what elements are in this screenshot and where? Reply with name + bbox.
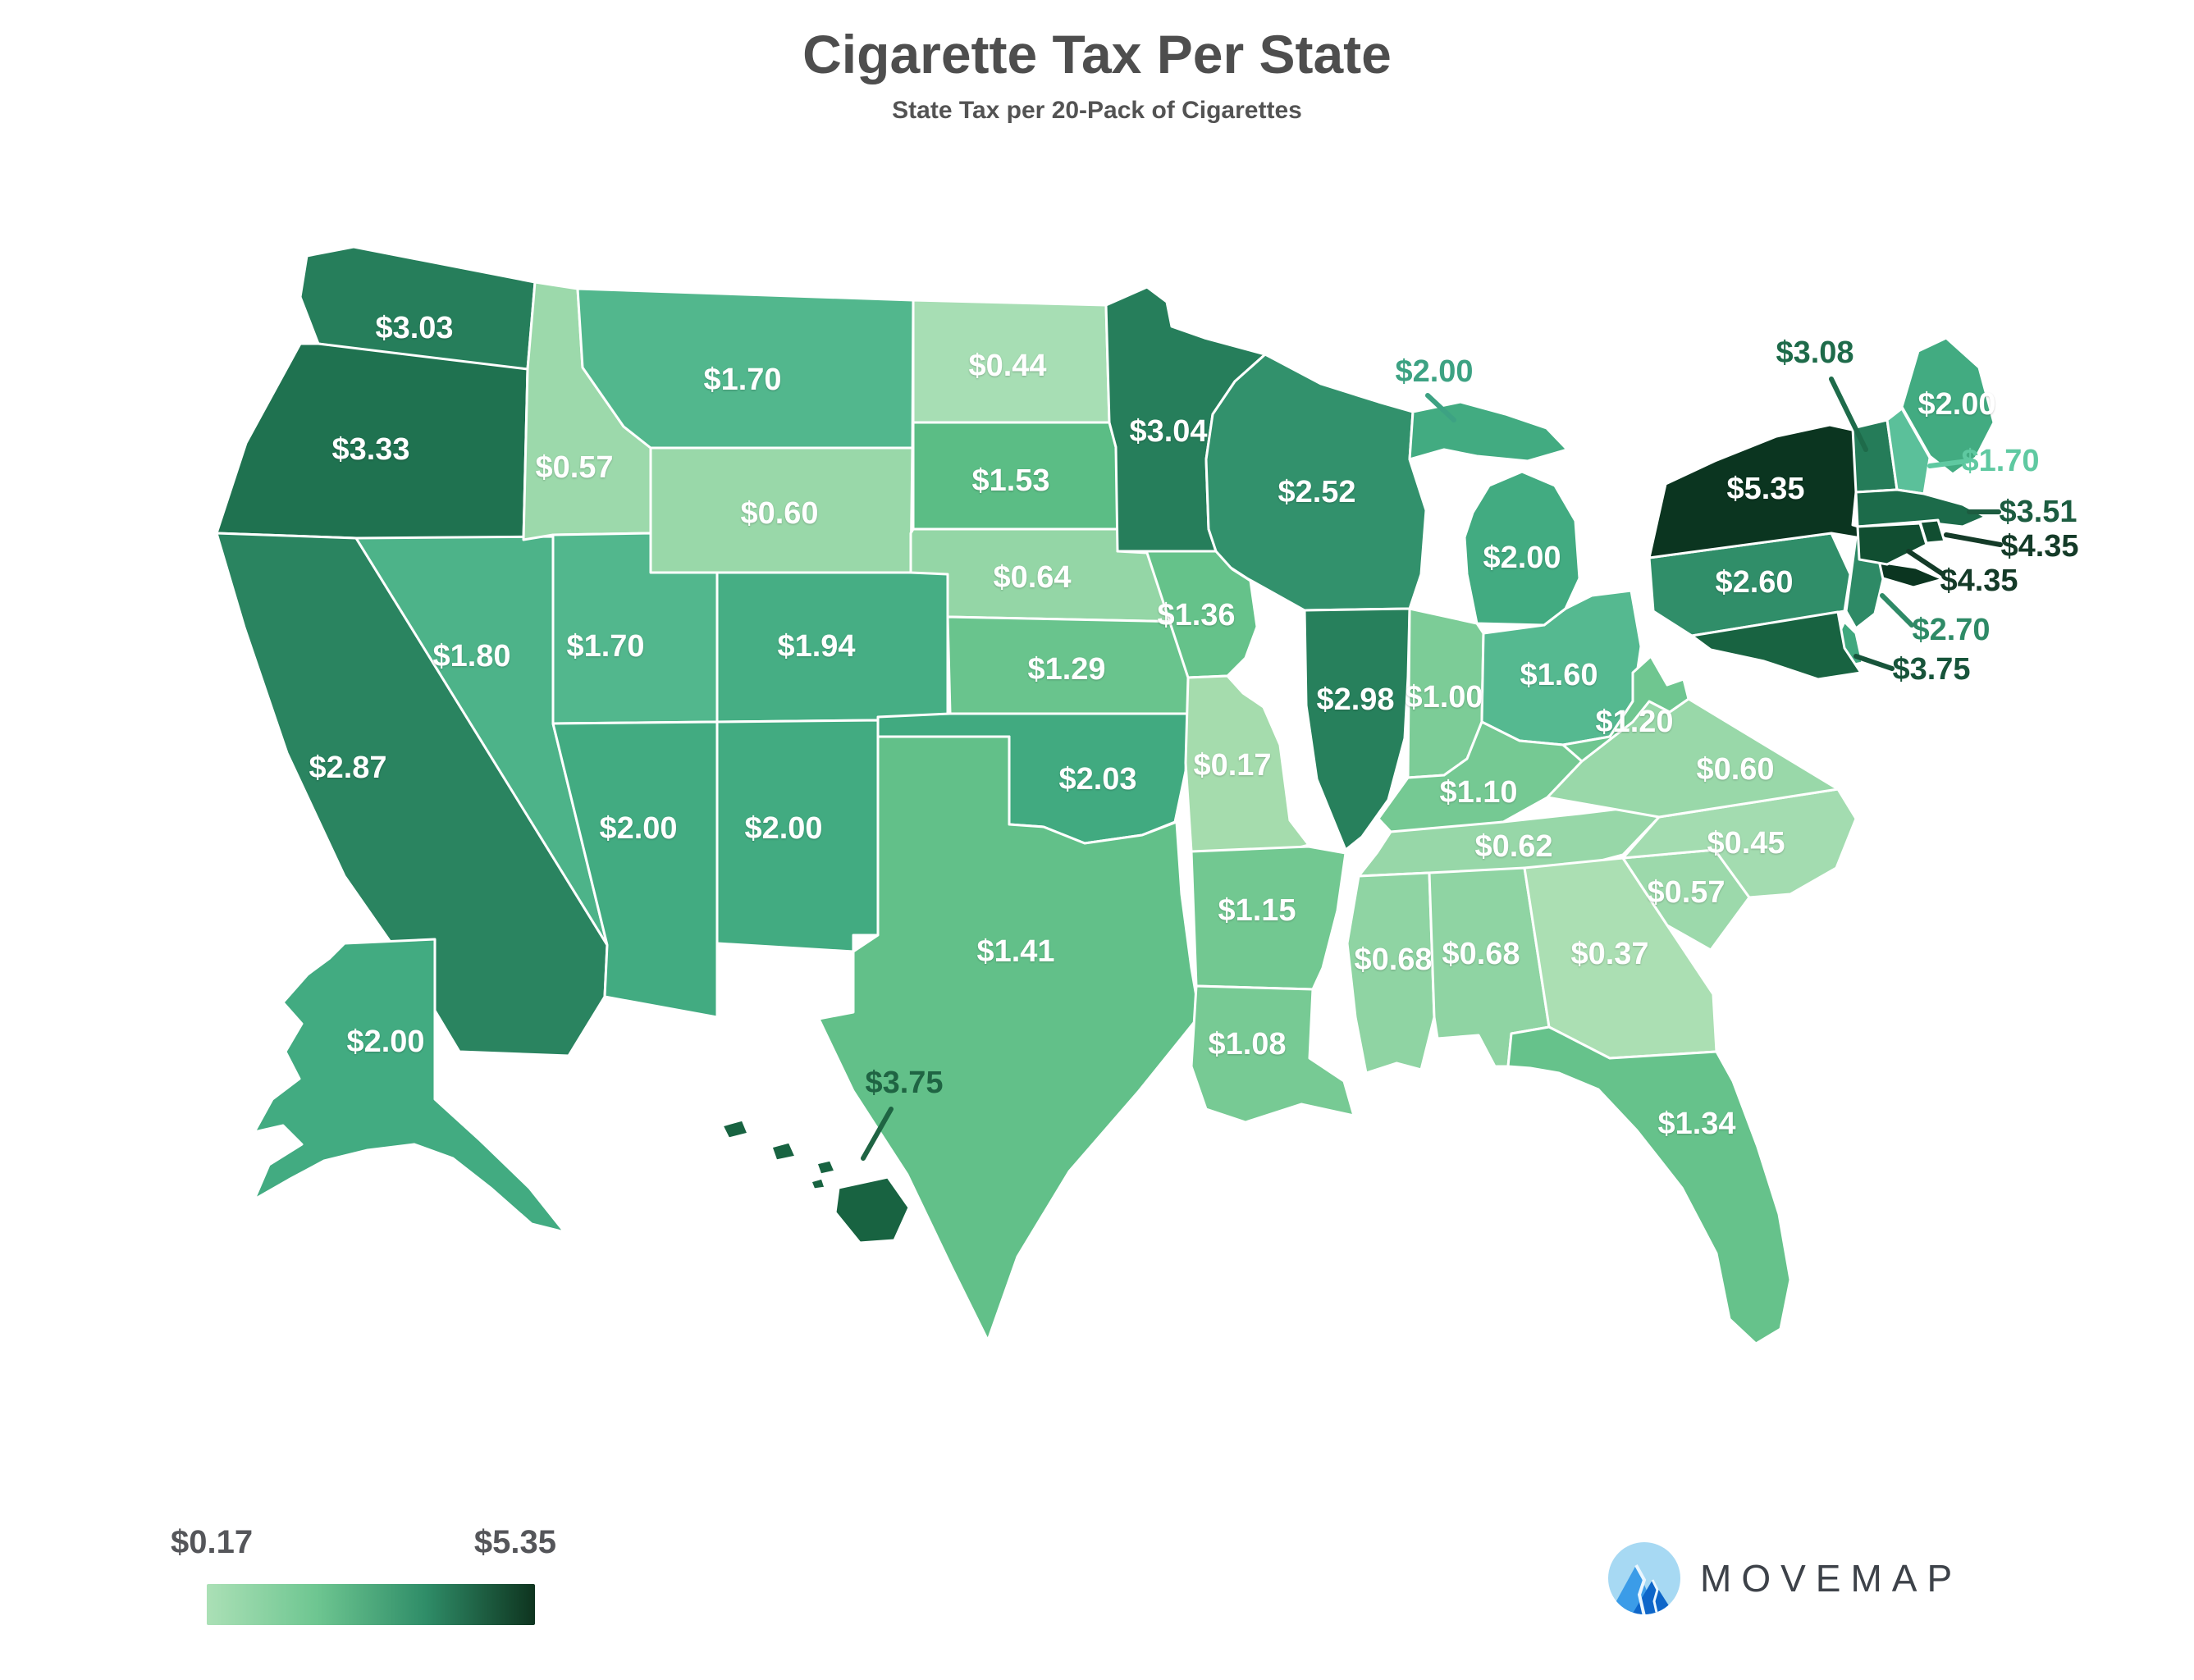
tax-label-KS: $1.29 xyxy=(1027,652,1105,687)
tax-callout-label-NJ: $2.70 xyxy=(1912,613,1990,647)
tax-label-NM: $2.00 xyxy=(744,811,822,846)
state-FL xyxy=(1506,1025,1792,1345)
tax-label-PA: $2.60 xyxy=(1715,565,1793,600)
tax-label-AR: $1.15 xyxy=(1218,893,1296,928)
tax-label-SD: $1.53 xyxy=(971,463,1049,498)
tax-label-WY: $0.60 xyxy=(740,496,818,531)
tax-callout-label-MD: $3.75 xyxy=(1892,652,1970,687)
movemap-logo: MOVEMAP xyxy=(1607,1541,1962,1616)
legend-min-label: $0.17 xyxy=(171,1524,254,1560)
state-HI xyxy=(720,1118,911,1244)
tax-label-NV: $1.80 xyxy=(432,639,510,673)
page-title: Cigarette Tax Per State xyxy=(802,24,1392,84)
state-AK xyxy=(253,938,566,1234)
states-layer xyxy=(215,245,1995,1345)
tax-label-GA: $0.37 xyxy=(1570,937,1648,971)
tax-label-KY: $1.10 xyxy=(1439,775,1517,810)
tax-label-LA: $1.08 xyxy=(1208,1027,1286,1061)
tax-callout-label-CT: $4.35 xyxy=(1940,564,2018,598)
state-LA xyxy=(1190,984,1355,1124)
legend-gradient-bar xyxy=(207,1584,535,1625)
tax-label-TX: $1.41 xyxy=(976,934,1054,969)
labels-layer: $3.03 $3.33 $2.87 $1.80 $0.57 $1.70 $0.60 $1.70… xyxy=(309,311,2078,1141)
tax-label-UT: $1.70 xyxy=(566,629,644,664)
tax-callout-label-MA: $3.51 xyxy=(1999,495,2077,529)
tax-label-ND: $0.44 xyxy=(968,349,1046,383)
tax-label-MI: $2.00 xyxy=(1483,541,1561,575)
state-CT xyxy=(1856,522,1928,566)
tax-label-NC: $0.45 xyxy=(1707,826,1785,861)
callout-line-MD xyxy=(1853,654,1895,671)
tax-label-OR: $3.33 xyxy=(331,432,409,467)
callout-line-NJ xyxy=(1880,593,1914,628)
tax-label-AL: $0.68 xyxy=(1442,937,1520,971)
state-AZ xyxy=(551,720,719,1019)
callout-line-RI xyxy=(1944,532,2003,547)
state-MO xyxy=(1184,674,1310,855)
callout-line-NH xyxy=(1927,459,1970,468)
callout-line-HI xyxy=(861,1107,894,1161)
callout-lines-layer xyxy=(861,377,2003,1161)
state-MI xyxy=(1408,400,1581,627)
callout-line-MI xyxy=(1425,393,1456,422)
state-NC xyxy=(1621,788,1858,899)
tax-label-IN: $1.00 xyxy=(1405,680,1483,714)
state-WV xyxy=(1561,655,1690,763)
tax-label-MT: $1.70 xyxy=(703,363,781,397)
tax-label-TN: $0.62 xyxy=(1474,829,1552,864)
tax-callout-label-HI: $3.75 xyxy=(865,1066,943,1100)
tax-label-ID: $0.57 xyxy=(535,450,613,485)
mountain-logo-icon xyxy=(1608,1542,1680,1614)
state-NH xyxy=(1885,407,1931,495)
tax-callout-label-MI: $2.00 xyxy=(1395,354,1473,389)
tax-label-CO: $1.94 xyxy=(777,629,855,664)
tax-label-AZ: $2.00 xyxy=(599,811,677,846)
state-ME xyxy=(1900,336,1995,476)
tax-label-OH: $1.60 xyxy=(1520,658,1598,692)
tax-label-IA: $1.36 xyxy=(1157,598,1235,632)
state-TX xyxy=(817,735,1201,1342)
tax-label-VA: $0.60 xyxy=(1696,752,1774,787)
tax-label-AK: $2.00 xyxy=(346,1025,424,1059)
legend-max-label: $5.35 xyxy=(473,1524,556,1560)
tax-label-OK: $2.03 xyxy=(1058,762,1136,797)
state-MD xyxy=(1690,610,1863,681)
page-subtitle: State Tax per 20-Pack of Cigarettes xyxy=(892,97,1302,124)
tax-label-FL: $1.34 xyxy=(1657,1107,1735,1141)
callout-line-VT xyxy=(1829,377,1868,452)
tax-label-NY: $5.35 xyxy=(1726,472,1804,506)
tax-label-WI: $2.52 xyxy=(1278,475,1355,509)
tax-callout-label-RI: $4.35 xyxy=(2000,529,2078,564)
tax-label-ME: $2.00 xyxy=(1917,387,1995,422)
tax-callout-label-VT: $3.08 xyxy=(1776,336,1853,370)
logo-wordmark: MOVEMAP xyxy=(1700,1557,1963,1600)
tax-label-NE: $0.64 xyxy=(993,560,1071,595)
tax-label-WV: $1.20 xyxy=(1595,705,1673,739)
tax-label-WA: $3.03 xyxy=(375,311,453,345)
tax-label-MN: $3.04 xyxy=(1129,414,1207,449)
tax-label-MO: $0.17 xyxy=(1193,748,1271,783)
callout-line-CT xyxy=(1906,549,1945,577)
tax-label-SC: $0.57 xyxy=(1647,875,1725,910)
tax-label-MS: $0.68 xyxy=(1354,943,1432,977)
tax-label-CA: $2.87 xyxy=(309,751,386,785)
tax-label-IL: $2.98 xyxy=(1316,682,1394,717)
color-legend: $0.17 $5.35 xyxy=(171,1524,564,1625)
tax-callout-label-NH: $1.70 xyxy=(1961,444,2039,478)
